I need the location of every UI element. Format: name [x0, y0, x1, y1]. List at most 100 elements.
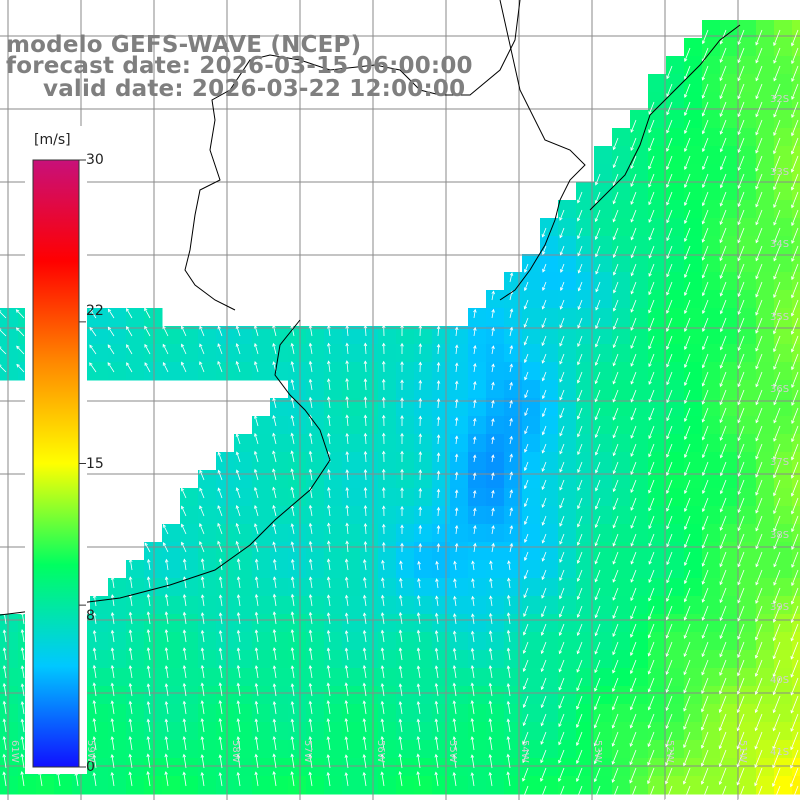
- wind-speed-cell: [396, 380, 415, 399]
- wind-arrow-head: [559, 504, 563, 509]
- wind-arrow-head: [789, 783, 794, 788]
- wind-arrow-head: [683, 689, 687, 694]
- wind-speed-cell: [774, 542, 793, 561]
- wind-speed-cell: [594, 452, 613, 471]
- wind-arrow: [612, 695, 619, 710]
- wind-arrow: [165, 594, 169, 607]
- wind-speed-cell: [378, 560, 397, 579]
- wind-speed-cell: [144, 668, 163, 687]
- wind-arrow-head: [541, 594, 545, 599]
- wind-arrow-head: [737, 131, 741, 136]
- wind-arrow: [472, 614, 475, 625]
- wind-arrow-head: [684, 328, 688, 332]
- wind-speed-cell: [774, 776, 793, 795]
- wind-arrow-head: [434, 682, 439, 687]
- wind-speed-cell: [288, 704, 307, 723]
- wind-arrow-head: [399, 560, 403, 565]
- wind-arrow: [237, 718, 241, 733]
- wind-speed-cell: [396, 488, 415, 507]
- wind-arrow-head: [558, 723, 562, 728]
- wind-arrow-head: [558, 705, 562, 709]
- wind-speed-cell: [594, 236, 613, 255]
- wind-speed-cell: [774, 146, 793, 165]
- wind-arrow-head: [272, 432, 276, 437]
- wind-arrow: [613, 173, 619, 186]
- wind-arrow: [272, 433, 277, 445]
- wind-speed-cell: [144, 326, 163, 345]
- wind-arrow: [236, 451, 241, 463]
- wind-arrow-head: [491, 507, 495, 512]
- wind-arrow-head: [236, 558, 241, 563]
- wind-arrow-head: [773, 474, 777, 479]
- wind-arrow: [345, 700, 349, 715]
- wind-speed-cell: [396, 362, 415, 381]
- wind-arrow: [346, 378, 349, 391]
- wind-speed-cell: [702, 614, 721, 633]
- wind-arrow-head: [701, 490, 706, 495]
- wind-arrow-head: [235, 360, 240, 365]
- wind-speed-cell: [702, 758, 721, 777]
- wind-speed-cell: [252, 614, 271, 633]
- wind-arrow-head: [522, 759, 526, 764]
- wind-arrow-head: [791, 96, 795, 100]
- wind-arrow-head: [344, 717, 349, 722]
- wind-speed-cell: [198, 560, 217, 579]
- wind-arrow: [219, 754, 223, 769]
- wind-arrow-head: [630, 542, 634, 547]
- wind-speed-cell: [144, 704, 163, 723]
- wind-speed-cell: [630, 704, 649, 723]
- wind-arrow: [577, 317, 583, 328]
- wind-arrow-head: [308, 378, 313, 383]
- wind-arrow: [541, 479, 547, 490]
- wind-arrow: [237, 612, 241, 625]
- wind-arrow-head: [380, 612, 385, 616]
- wind-arrow-head: [162, 343, 166, 348]
- wind-speed-cell: [612, 326, 631, 345]
- wind-arrow-head: [577, 306, 581, 310]
- wind-arrow-head: [180, 343, 185, 348]
- wind-arrow: [417, 648, 421, 661]
- wind-arrow-head: [509, 542, 514, 547]
- wind-arrow: [719, 767, 727, 785]
- wind-arrow: [541, 659, 547, 672]
- wind-arrow: [773, 461, 781, 478]
- wind-speed-cell: [486, 650, 505, 669]
- wind-arrow-head: [199, 361, 203, 365]
- wind-arrow: [455, 417, 458, 427]
- wind-arrow-head: [629, 706, 634, 711]
- wind-speed-cell: [720, 236, 739, 255]
- wind-speed-cell: [684, 182, 703, 201]
- wind-arrow-head: [647, 706, 652, 711]
- wind-speed-cell: [432, 434, 451, 453]
- wind-arrow-head: [345, 378, 349, 382]
- wind-arrow: [147, 719, 151, 733]
- wind-speed-cell: [0, 632, 19, 651]
- wind-arrow-head: [110, 664, 115, 669]
- wind-arrow: [559, 389, 565, 400]
- wind-arrow: [666, 155, 673, 170]
- wind-speed-cell: [270, 686, 289, 705]
- wind-arrow: [273, 683, 277, 697]
- wind-arrow-head: [737, 221, 741, 226]
- wind-arrow: [612, 713, 619, 728]
- wind-arrow: [147, 701, 151, 715]
- wind-arrow: [629, 749, 637, 765]
- wind-arrow-head: [92, 664, 97, 669]
- wind-arrow: [237, 683, 241, 697]
- wind-arrow-head: [612, 560, 616, 565]
- wind-speed-cell: [468, 776, 487, 795]
- wind-arrow-head: [737, 419, 741, 424]
- wind-arrow-head: [416, 629, 421, 634]
- wind-arrow-head: [182, 558, 187, 563]
- wind-arrow: [542, 353, 547, 364]
- wind-speed-cell: [378, 506, 397, 525]
- wind-arrow-head: [326, 664, 331, 669]
- wind-speed-cell: [738, 128, 757, 147]
- wind-speed-cell: [792, 578, 800, 597]
- wind-arrow-head: [791, 528, 795, 533]
- wind-arrow-head: [791, 456, 795, 461]
- wind-speed-cell: [468, 560, 487, 579]
- wind-arrow: [613, 137, 619, 150]
- wind-arrow: [773, 227, 781, 243]
- wind-speed-cell: [252, 344, 271, 363]
